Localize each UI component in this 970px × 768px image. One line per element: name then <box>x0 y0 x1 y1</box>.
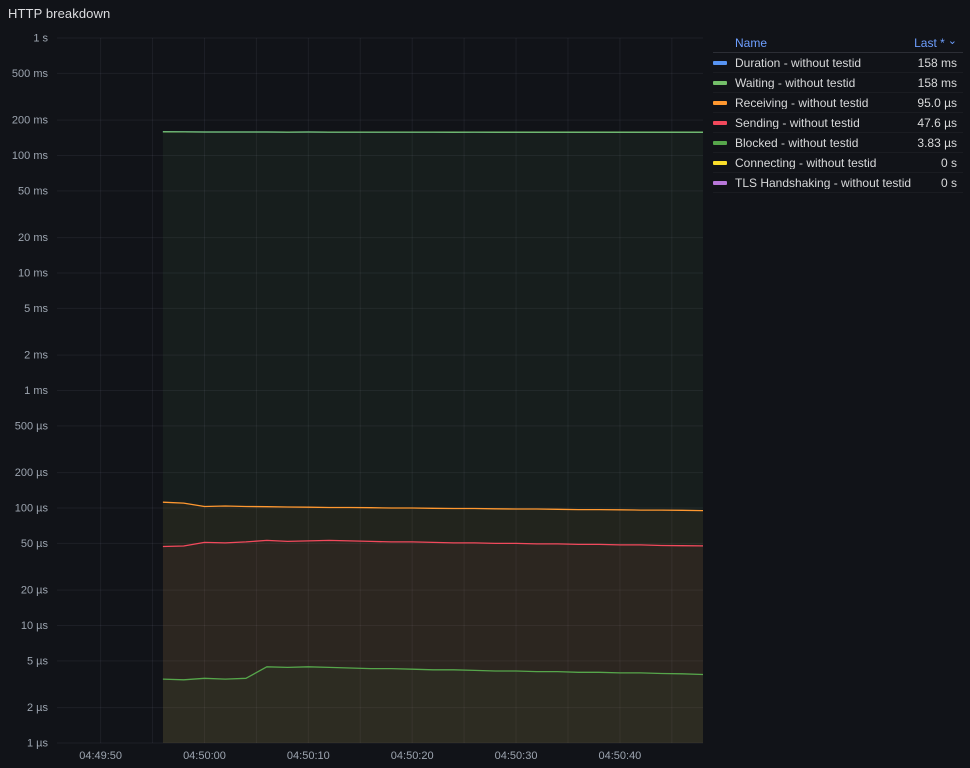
series-label[interactable]: TLS Handshaking - without testid <box>735 176 912 189</box>
x-tick-label: 04:50:20 <box>391 750 434 762</box>
legend-row[interactable]: TLS Handshaking - without testid 0 s <box>713 173 963 193</box>
legend-header: Name Last * ⌄ <box>713 33 963 53</box>
x-tick-label: 04:50:10 <box>287 750 330 762</box>
legend-rows: Duration - without testid 158 ms Waiting… <box>713 53 963 193</box>
y-tick-label: 5 µs <box>27 655 49 667</box>
legend-row[interactable]: Blocked - without testid 3.83 µs <box>713 133 963 153</box>
y-tick-label: 1 µs <box>27 738 49 750</box>
y-tick-label: 50 ms <box>18 185 48 197</box>
series-color-swatch[interactable] <box>713 140 727 145</box>
series-label[interactable]: Waiting - without testid <box>735 76 856 89</box>
y-tick-label: 10 ms <box>18 268 48 280</box>
y-tick-label: 2 µs <box>27 702 49 714</box>
panel-title[interactable]: HTTP breakdown <box>8 6 111 21</box>
x-tick-label: 04:50:00 <box>183 750 226 762</box>
series-last-value: 158 ms <box>917 55 957 70</box>
y-tick-label: 20 µs <box>21 585 49 597</box>
y-tick-label: 50 µs <box>21 538 49 550</box>
sending-area <box>162 540 703 743</box>
y-tick-label: 500 µs <box>15 420 49 432</box>
sort-desc-icon: ⌄ <box>947 35 957 47</box>
legend-sort-last[interactable]: Last * ⌄ <box>914 35 957 50</box>
series-label[interactable]: Duration - without testid <box>735 56 862 69</box>
y-tick-label: 20 ms <box>18 232 48 244</box>
series-color-swatch[interactable] <box>713 180 727 185</box>
x-tick-label: 04:50:30 <box>495 750 538 762</box>
waiting-area <box>162 131 703 744</box>
y-tick-label: 200 µs <box>15 467 49 479</box>
series-color-swatch[interactable] <box>713 160 727 165</box>
legend-table: Name Last * ⌄ Duration - without testid … <box>713 33 963 193</box>
legend-row[interactable]: Receiving - without testid 95.0 µs <box>713 93 963 113</box>
y-tick-label: 2 ms <box>24 350 48 362</box>
x-tick-label: 04:50:40 <box>598 750 641 762</box>
legend-row[interactable]: Connecting - without testid 0 s <box>713 153 963 173</box>
sending-line <box>162 539 704 548</box>
legend-row[interactable]: Duration - without testid 158 ms <box>713 53 963 73</box>
series-color-swatch[interactable] <box>713 60 727 65</box>
y-tick-label: 100 ms <box>12 150 49 162</box>
series-last-value: 158 ms <box>917 75 957 90</box>
receiving-area <box>162 502 703 743</box>
series-color-swatch[interactable] <box>713 100 727 105</box>
y-tick-label: 100 µs <box>15 503 49 515</box>
receiving-line <box>162 501 704 512</box>
y-tick-label: 5 ms <box>24 303 48 315</box>
series-label[interactable]: Sending - without testid <box>735 116 860 129</box>
blocked-area <box>162 666 703 743</box>
series-label[interactable]: Receiving - without testid <box>735 96 869 109</box>
legend-row[interactable]: Sending - without testid 47.6 µs <box>713 113 963 133</box>
series-label[interactable]: Blocked - without testid <box>735 136 859 149</box>
x-tick-label: 04:49:50 <box>79 750 122 762</box>
legend-row[interactable]: Waiting - without testid 158 ms <box>713 73 963 93</box>
legend-last-label: Last * <box>914 35 945 50</box>
legend-sort-name[interactable]: Name <box>735 35 768 50</box>
series-last-value: 0 s <box>940 155 957 170</box>
y-tick-label: 500 ms <box>12 68 49 80</box>
y-tick-label: 200 ms <box>12 115 49 127</box>
series-last-value: 47.6 µs <box>917 115 957 130</box>
series-last-value: 95.0 µs <box>917 95 957 110</box>
y-tick-label: 1 s <box>33 33 48 45</box>
series-last-value: 0 s <box>940 175 957 190</box>
series-color-swatch[interactable] <box>713 120 727 125</box>
y-tick-label: 1 ms <box>24 385 48 397</box>
series-color-swatch[interactable] <box>713 80 727 85</box>
series-last-value: 3.83 µs <box>917 135 957 150</box>
series-label[interactable]: Connecting - without testid <box>735 156 877 169</box>
y-tick-label: 10 µs <box>21 620 49 632</box>
blocked-line <box>162 666 704 681</box>
time-series-chart[interactable]: 1 s 500 ms 200 ms 100 ms 50 ms 20 ms 10 ms 5 ms… <box>0 0 710 768</box>
